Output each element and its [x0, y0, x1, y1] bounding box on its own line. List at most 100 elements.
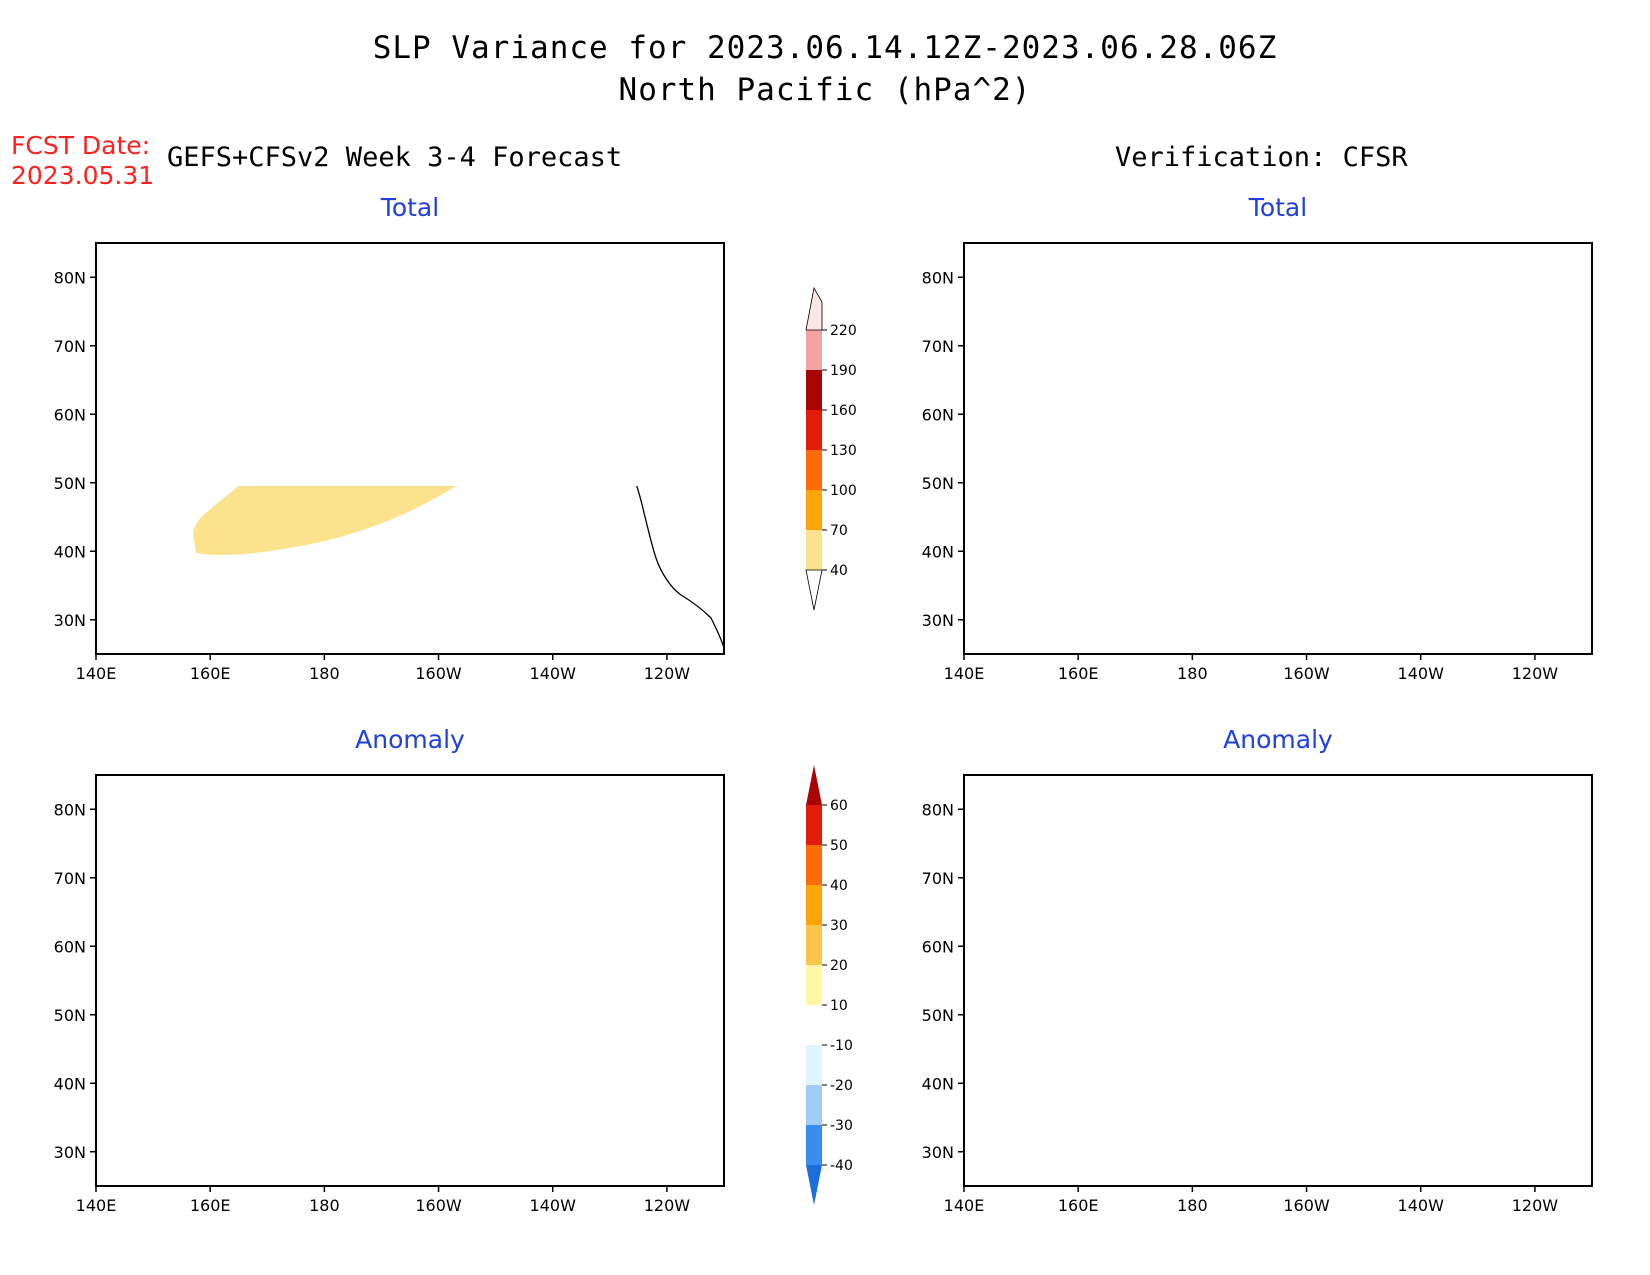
- colorbar-box: [806, 370, 822, 410]
- frame-forecast-total: [95, 242, 725, 655]
- colorbar-label: 40: [830, 878, 848, 894]
- colorbar-box: [806, 845, 822, 885]
- lon-tick-label-br: 120W: [1512, 1196, 1559, 1215]
- lat-tick-label-tr: 70N: [922, 337, 954, 356]
- colorbar-box: [806, 925, 822, 965]
- lat-tick-label-bl: 40N: [54, 1074, 86, 1093]
- chart-title: SLP Variance for 2023.06.14.12Z-2023.06.…: [372, 30, 1278, 66]
- colorbar-label: 20: [830, 958, 848, 974]
- lat-tick-label-bl: 60N: [54, 937, 86, 956]
- colorbar-label: -30: [830, 1118, 853, 1134]
- colorbar-label: 100: [830, 483, 857, 499]
- colorbar-label: -40: [830, 1158, 853, 1174]
- lat-tick-label-tl: 60N: [54, 405, 86, 424]
- lat-tick-label-tr: 50N: [922, 474, 954, 493]
- colorbar-arrow-top: [806, 765, 822, 805]
- colorbar-label: -10: [830, 1038, 853, 1054]
- colorbar-box: [806, 410, 822, 450]
- lon-tick-label-bl: 140E: [76, 1196, 117, 1215]
- colorbar-box: [806, 530, 822, 570]
- lat-tick-label-br: 40N: [922, 1074, 954, 1093]
- lat-tick-label-br: 60N: [922, 937, 954, 956]
- lat-tick-label-tl: 70N: [54, 337, 86, 356]
- forecast-header: GEFS+CFSv2 Week 3-4 Forecast: [167, 142, 623, 173]
- lat-tick-label-tr: 80N: [922, 268, 954, 287]
- lon-tick-label-br: 140W: [1398, 1196, 1445, 1215]
- panel-forecast-anomaly: 140E 160E 180 160W 140W 120W 30N 40N 50N 60N 70N 80…: [54, 774, 725, 1215]
- frame-verification-anomaly: [963, 774, 1593, 1187]
- lat-tick-label-br: 50N: [922, 1006, 954, 1025]
- coastlines-forecast-total: [192, 486, 725, 649]
- colorbar-label: 40: [830, 563, 848, 579]
- shading-verification-total: [1039, 368, 1594, 573]
- shading-verification-anomaly: [964, 775, 1594, 1105]
- verification-header: Verification: CFSR: [1115, 142, 1408, 173]
- lon-tick-label-br: 160E: [1058, 1196, 1099, 1215]
- colorbar-label: 10: [830, 998, 848, 1014]
- colorbar-box: [806, 805, 822, 845]
- fcst-date-label: FCST Date:: [11, 131, 151, 160]
- colorbar-box: [806, 1125, 822, 1165]
- panel-verification-total: 140E 160E 180 160W 140W 120W 30N 40N 50N 60N 70N 80…: [922, 242, 1594, 683]
- lon-tick-label-tr: 160W: [1283, 664, 1330, 683]
- colorbar-label: 60: [830, 798, 848, 814]
- lat-tick-label-br: 70N: [922, 869, 954, 888]
- lat-tick-label-br: 80N: [922, 800, 954, 819]
- lat-tick-label-tr: 30N: [922, 611, 954, 630]
- lat-tick-label-tl: 30N: [54, 611, 86, 630]
- lon-tick-label-tr: 120W: [1512, 664, 1559, 683]
- lon-tick-label-br: 180: [1177, 1196, 1208, 1215]
- lon-tick-label-bl: 180: [309, 1196, 340, 1215]
- colorbar-label: -20: [830, 1078, 853, 1094]
- colorbar-box: [806, 885, 822, 925]
- lon-tick-label-tl: 140E: [76, 664, 117, 683]
- lat-tick-label-bl: 70N: [54, 869, 86, 888]
- lat-tick-label-br: 30N: [922, 1143, 954, 1162]
- colorbar-arrow-bottom: [806, 1165, 822, 1205]
- lat-tick-label-tl: 80N: [54, 268, 86, 287]
- coastlines-verification-total: [964, 276, 1592, 648]
- lon-tick-label-tr: 180: [1177, 664, 1208, 683]
- colorbar-label: 30: [830, 918, 848, 934]
- shading-forecast-anomaly: [202, 967, 724, 1087]
- lon-tick-label-tr: 140W: [1398, 664, 1445, 683]
- panel-title-forecast-anomaly: Anomaly: [355, 725, 465, 754]
- colorbar-label: 220: [830, 323, 857, 339]
- colorbar-anomaly: -40 -30 -20 -10 10 20 30 40 50 60: [806, 765, 853, 1205]
- colorbar-box: [806, 1005, 822, 1045]
- frame-verification-total: [963, 242, 1593, 655]
- lon-tick-label-br: 160W: [1283, 1196, 1330, 1215]
- frame-forecast-anomaly: [95, 774, 725, 1187]
- colorbar-box: [806, 1045, 822, 1085]
- panel-title-verification-anomaly: Anomaly: [1223, 725, 1333, 754]
- colorbar-total: 40 70 100 130 160 190 220: [805, 286, 857, 611]
- colorbar-box: [806, 1085, 822, 1125]
- panel-verification-anomaly: 140E 160E 180 160W 140W 120W 30N 40N 50N 60N 70N 80…: [922, 774, 1594, 1215]
- lat-tick-label-bl: 50N: [54, 1006, 86, 1025]
- colorbar-arrow-bottom: [805, 569, 823, 611]
- colorbar-label: 70: [830, 523, 848, 539]
- colorbar-label: 160: [830, 403, 857, 419]
- colorbar-box: [806, 330, 822, 370]
- chart-subtitle: North Pacific (hPa^2): [618, 72, 1032, 108]
- lat-tick-label-tl: 40N: [54, 542, 86, 561]
- lon-tick-label-bl: 160E: [190, 1196, 231, 1215]
- colorbar-box: [806, 965, 822, 1005]
- colorbar-label: 130: [830, 443, 857, 459]
- lat-tick-label-tr: 40N: [922, 542, 954, 561]
- panel-forecast-total: 140E 160E 180 160W 140W 120W 30N 40N 50N 60N 70N 80…: [54, 242, 725, 683]
- lon-tick-label-tl: 160W: [415, 664, 462, 683]
- lon-tick-label-tl: 180: [309, 664, 340, 683]
- lon-tick-label-bl: 120W: [644, 1196, 691, 1215]
- lon-tick-label-tr: 140E: [944, 664, 985, 683]
- lon-tick-label-tl: 160E: [190, 664, 231, 683]
- lat-tick-label-tr: 60N: [922, 405, 954, 424]
- colorbar-arrow-top: [805, 286, 823, 331]
- lon-tick-label-tr: 160E: [1058, 664, 1099, 683]
- colorbar-label: 190: [830, 363, 857, 379]
- lat-tick-label-bl: 30N: [54, 1143, 86, 1162]
- fcst-date-value: 2023.05.31: [11, 161, 155, 190]
- shading-forecast-total: [193, 486, 456, 555]
- panel-title-verification-total: Total: [1248, 193, 1308, 222]
